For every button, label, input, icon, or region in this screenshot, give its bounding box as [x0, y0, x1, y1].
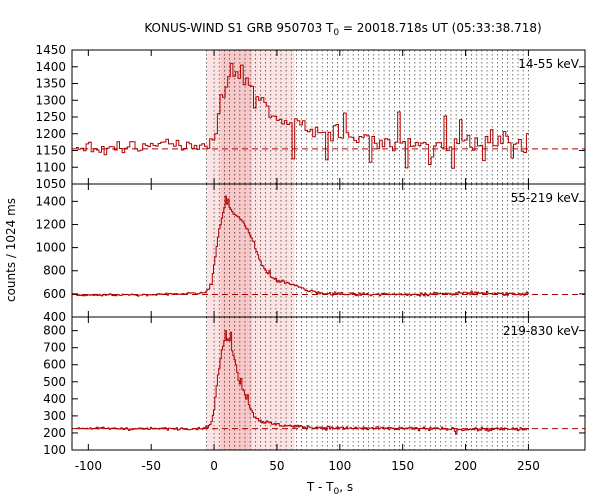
y-tick-label: 1450 [35, 43, 66, 57]
peak-interval-shade [220, 317, 252, 450]
x-tick-label: -50 [141, 459, 161, 473]
y-tick-label: 600 [43, 358, 66, 372]
energy-band-label: 14-55 keV [518, 57, 580, 71]
y-tick-label: 200 [43, 426, 66, 440]
chart-title-subscript: 0 [333, 28, 339, 38]
panel-frame [71, 316, 586, 451]
chart-title: KONUS-WIND S1 GRB 950703 T0 = 20018.718s… [144, 21, 541, 38]
y-tick-label: 1000 [35, 241, 66, 255]
lightcurve-series [75, 195, 529, 297]
y-tick-label: 1250 [35, 110, 66, 124]
y-tick-label: 800 [43, 264, 66, 278]
energy-band-label: 55-219 keV [511, 191, 580, 205]
y-axis-label: counts / 1024 ms [4, 198, 18, 302]
y-tick-label: 1050 [35, 177, 66, 191]
x-tick-label: 250 [517, 459, 540, 473]
panel-2: 400 600 800 1000 1200 1400 55-219 keV [35, 183, 586, 324]
x-axis-label: T - T0, s [306, 480, 353, 497]
y-tick-label: 800 [43, 324, 66, 338]
energy-band-label: 219-830 keV [503, 324, 580, 338]
x-tick-label: 0 [210, 459, 218, 473]
x-tick-label: 150 [391, 459, 414, 473]
panel-frame [71, 49, 586, 185]
lightcurve-series [75, 330, 529, 435]
y-tick-label: 1400 [35, 194, 66, 208]
x-axis-label-subscript: 0 [334, 487, 340, 497]
y-tick-label: 1100 [35, 160, 66, 174]
y-tick-label: 100 [43, 443, 66, 457]
y-tick-label: 400 [43, 310, 66, 324]
panel-frame [71, 183, 586, 318]
y-tick-label: 1300 [35, 93, 66, 107]
y-tick-label: 1200 [35, 127, 66, 141]
panel-3: 100 200 300 400 500 600 700 800 219-830 keV [43, 316, 586, 457]
y-tick-label: 500 [43, 375, 66, 389]
peak-interval-shade [220, 50, 252, 184]
lightcurve-series [75, 62, 529, 169]
y-tick-label: 700 [43, 341, 66, 355]
x-tick-label: 100 [328, 459, 351, 473]
chart-title-suffix: = 20018.718s UT (05:33:38.718) [339, 21, 542, 35]
y-tick-label: 600 [43, 287, 66, 301]
x-tick-label: -100 [75, 459, 102, 473]
x-tick-label: 200 [454, 459, 477, 473]
x-tick-labels: -100 -50 0 50 100 150 200 250 [75, 459, 540, 473]
y-tick-label: 1200 [35, 217, 66, 231]
y-tick-label: 1400 [35, 60, 66, 74]
y-tick-label: 1150 [35, 144, 66, 158]
y-tick-label: 300 [43, 409, 66, 423]
y-tick-label: 1350 [35, 77, 66, 91]
panel-1: 1050 1100 1150 1200 1250 1300 1350 1400 1450 14-5… [35, 43, 586, 191]
x-axis-label-main: T - T [306, 480, 334, 494]
chart-title-prefix: KONUS-WIND S1 GRB 950703 T [144, 21, 334, 35]
x-axis-label-suffix: , s [339, 480, 353, 494]
x-tick-label: 50 [269, 459, 284, 473]
y-tick-label: 400 [43, 392, 66, 406]
